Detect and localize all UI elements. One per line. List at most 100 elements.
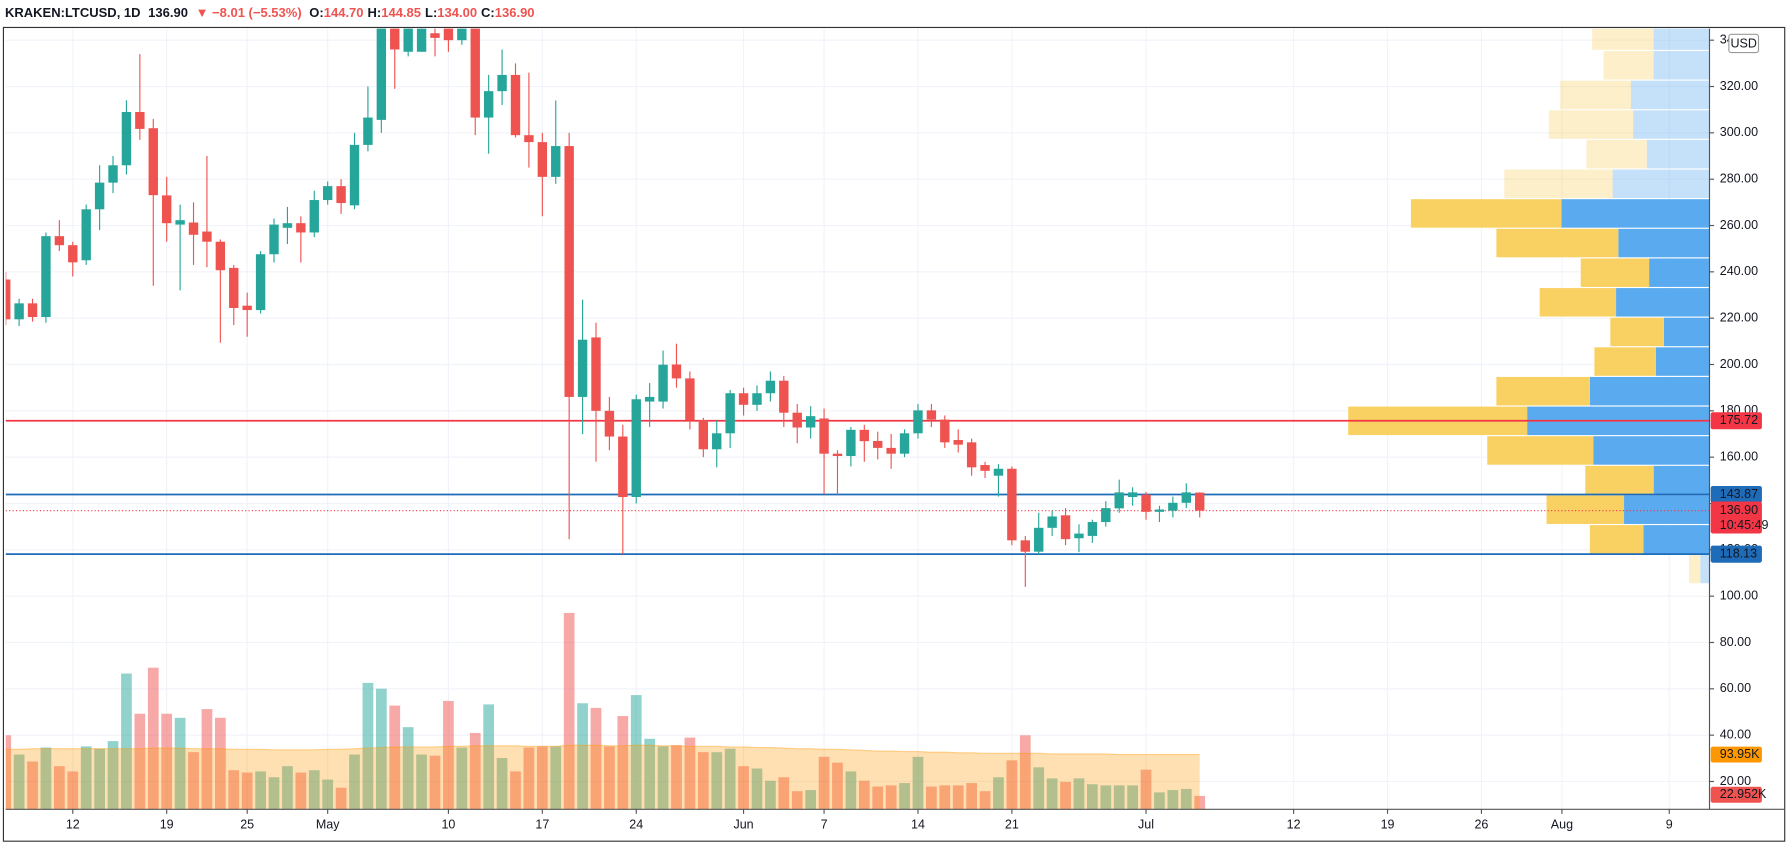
candle-body — [1101, 508, 1111, 523]
candle-body — [1020, 540, 1030, 552]
y-tick-label: 60.00 — [1720, 681, 1751, 695]
candle-body — [1195, 492, 1205, 511]
candle-body — [913, 410, 923, 434]
volume-bar — [697, 752, 709, 810]
volume-bar — [1127, 785, 1138, 810]
volume-bar — [1100, 785, 1112, 810]
candle-body — [188, 222, 199, 235]
volume-bar — [1033, 767, 1045, 810]
volume-bar — [308, 770, 320, 810]
volume-bar — [483, 704, 495, 810]
candle-body — [899, 433, 910, 454]
profile-down — [1504, 169, 1613, 199]
candle-body — [537, 142, 548, 177]
last-price: 136.90 — [148, 5, 188, 20]
volume-bar — [456, 747, 468, 810]
volume-bar — [13, 754, 25, 810]
x-tick-label: 17 — [535, 818, 549, 832]
volume-bar — [228, 770, 240, 810]
y-tick-label: 320.00 — [1720, 79, 1758, 93]
candle-body — [14, 303, 24, 320]
volume-bar — [872, 786, 884, 810]
ohlc-value: 144.70 — [323, 5, 364, 20]
x-tick-label: 7 — [821, 818, 828, 832]
candle-body — [658, 364, 668, 402]
volume-bar — [1046, 778, 1058, 810]
currency-box — [1728, 33, 1760, 54]
candle-body — [779, 380, 789, 413]
candle-body — [805, 416, 816, 428]
candle-body — [255, 254, 266, 311]
volume-bar — [1113, 785, 1125, 810]
candle-body — [765, 380, 776, 394]
volume-bar — [295, 772, 307, 810]
y-tick-label: 40.00 — [1720, 727, 1751, 741]
x-tick-label: May — [316, 818, 340, 832]
volume-bar — [147, 667, 159, 810]
candle-body — [1087, 522, 1098, 536]
ohlc-value: 136.90 — [494, 5, 535, 20]
volume-bar — [684, 737, 696, 810]
x-tick-label: 9 — [1666, 818, 1673, 832]
profile-down — [1592, 28, 1654, 50]
candle-body — [390, 28, 400, 50]
candle-body — [738, 393, 749, 405]
volume-bar — [1060, 781, 1071, 810]
candle-body — [510, 74, 521, 136]
x-tick-label: Jul — [1138, 818, 1154, 832]
profile-up — [1653, 28, 1710, 50]
last-price-label-box — [1710, 501, 1762, 534]
x-tick-label: 10 — [441, 818, 455, 832]
candle-body — [792, 412, 802, 428]
candle-body — [215, 241, 226, 271]
grid — [5, 28, 1710, 810]
candle-body — [1047, 516, 1057, 528]
candle-body — [1074, 533, 1084, 539]
candle-body — [604, 410, 615, 437]
volume-bar — [550, 746, 562, 810]
volume-bar — [362, 682, 374, 810]
candle-body — [1168, 502, 1178, 511]
ohlc: O:144.70 H:144.85 L:134.00 C:136.90 — [309, 5, 538, 20]
volume-bar — [1019, 735, 1031, 810]
profile-down — [1546, 495, 1625, 524]
profile-down — [1585, 465, 1654, 495]
volume-ma-line — [5, 744, 1200, 756]
volume-bar — [765, 780, 776, 810]
candle-body — [618, 436, 628, 498]
volume-bar — [389, 705, 401, 810]
profile-down — [1594, 347, 1656, 376]
candle-body — [591, 337, 601, 411]
candle-body — [685, 378, 695, 421]
volume-bar — [1140, 769, 1152, 810]
volume-bar — [885, 785, 897, 810]
x-tick-label: 24 — [629, 818, 643, 832]
volume-bar — [1006, 760, 1018, 810]
volume-bar — [161, 713, 173, 810]
hline-label-box — [1710, 545, 1762, 563]
profile-up — [1633, 110, 1710, 139]
profile-up — [1589, 376, 1710, 406]
symbol: KRAKEN:LTCUSD, 1D — [5, 5, 141, 20]
ohlc-name: O: — [309, 5, 324, 20]
candle-body — [940, 419, 950, 443]
volume-bar — [993, 777, 1004, 810]
profile-up — [1649, 258, 1710, 287]
candle-body — [336, 186, 346, 204]
volume-bar — [174, 717, 186, 810]
x-tick-label: 26 — [1474, 818, 1488, 832]
profile-down — [1603, 51, 1654, 80]
profile-up — [1653, 465, 1710, 495]
candle-body — [953, 440, 963, 445]
header: KRAKEN:LTCUSD, 1D 136.90 ▼ −8.01 (−5.53%… — [5, 5, 543, 20]
y-tick-label: 300.00 — [1720, 125, 1758, 139]
profile-down — [1589, 525, 1644, 554]
profile-down — [1586, 139, 1647, 169]
volume-bar — [966, 783, 978, 810]
y-tick-label: 200.00 — [1720, 357, 1758, 371]
candle-body — [832, 453, 843, 457]
candle-body — [121, 112, 132, 166]
profile-down — [1487, 436, 1594, 465]
x-tick-label: 25 — [240, 818, 254, 832]
